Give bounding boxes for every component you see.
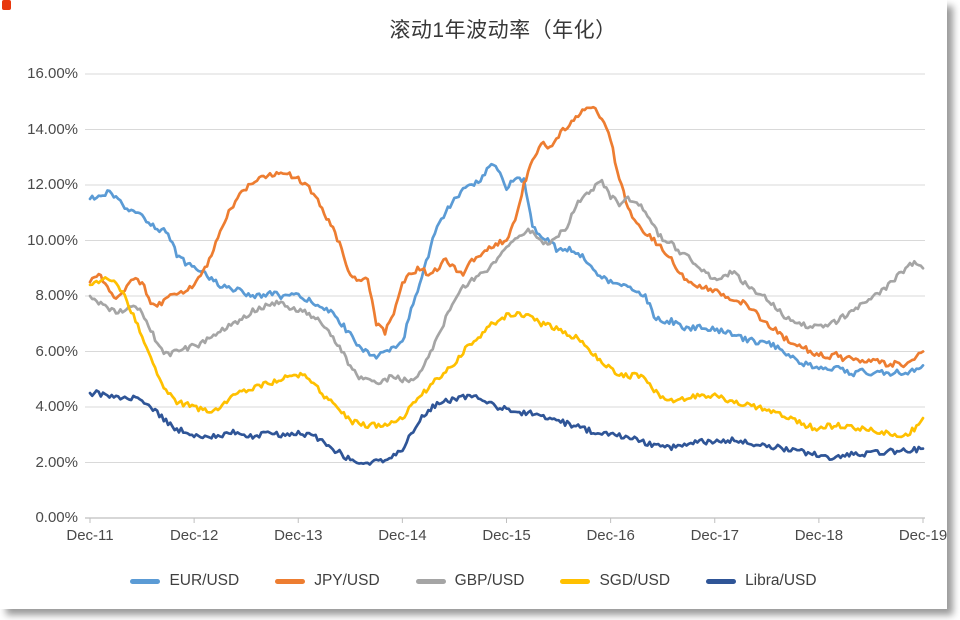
y-axis-label: 8.00% (35, 287, 78, 304)
x-axis-label: Dec-19 (898, 527, 948, 544)
legend-label: GBP/USD (454, 572, 525, 589)
series-line-libra-usd (88, 389, 925, 466)
chart-title: 滚动1年波动率（年化） (389, 19, 617, 42)
legend-label: EUR/USD (169, 572, 240, 589)
x-axis-label: Dec-15 (482, 527, 531, 544)
x-axis-label: Dec-14 (378, 527, 427, 544)
y-axis-label: 4.00% (35, 398, 78, 415)
x-axis-label: Dec-11 (66, 527, 114, 544)
series-line-eur-usd (88, 162, 925, 378)
y-axis-labels: 0.00% 2.00% 4.00% 6.00% 8.00% 10.00% 12.00% 14.… (0, 0, 80, 609)
y-axis-label: 14.00% (27, 120, 78, 138)
series-line-jpy-usd (88, 105, 925, 369)
legend-line-marker (560, 578, 591, 584)
x-axis-label: Dec-18 (794, 527, 844, 544)
series-line-sgd-usd (88, 276, 925, 439)
y-axis-label: 16.00% (27, 65, 78, 82)
x-axis-labels: Dec-11 Dec-12 Dec-13 Dec-14 Dec-15 Dec-16 Dec-… (0, 527, 947, 547)
y-axis-label: 6.00% (35, 342, 78, 360)
legend-item-gbp-usd: GBP/USD (415, 572, 525, 590)
legend-label: JPY/USD (314, 572, 380, 589)
y-axis-label: 10.00% (27, 231, 78, 249)
corner-artifact-icon (2, 0, 11, 10)
y-axis-label: 12.00% (27, 176, 78, 193)
legend-label: SGD/USD (599, 572, 671, 589)
plot-area (85, 73, 925, 523)
chart-card: 滚动1年波动率（年化） 0.00% 2.00% 4.00% 6.00% 8.00% 10.… (0, 0, 948, 609)
legend-line-marker (275, 578, 306, 584)
legend-line-marker (706, 578, 737, 584)
x-axis-label: Dec-12 (169, 527, 219, 544)
legend-item-sgd-usd: SGD/USD (560, 572, 670, 590)
legend-item-libra-usd: Libra/USD (706, 572, 817, 590)
legend-item-eur-usd: EUR/USD (130, 572, 239, 590)
legend-item-jpy-usd: JPY/USD (275, 572, 380, 590)
x-axis-label: Dec-13 (274, 527, 323, 544)
y-axis-label: 2.00% (35, 453, 78, 471)
series-line-gbp-usd (88, 178, 925, 386)
legend: EUR/USD JPY/USD GBP/USD SGD/USD Libra/USD (0, 572, 947, 590)
legend-line-marker (415, 578, 446, 584)
x-axis-label: Dec-16 (586, 527, 635, 544)
y-axis-label: 0.00% (35, 509, 78, 526)
x-axis-label: Dec-17 (690, 527, 739, 544)
legend-line-marker (130, 578, 161, 584)
legend-label: Libra/USD (745, 572, 817, 589)
